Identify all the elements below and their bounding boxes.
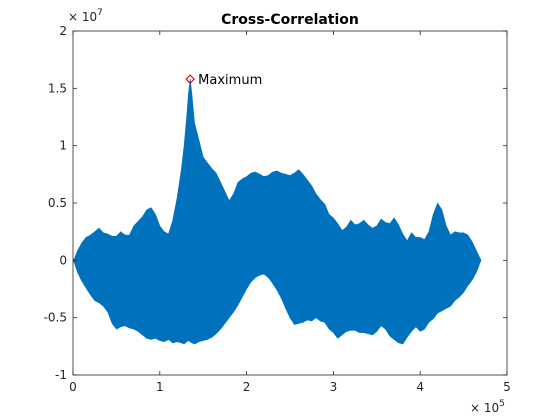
y-exponent-base: × 10: [68, 10, 97, 24]
x-tick-label: 2: [243, 380, 251, 394]
correlation-envelope: [72, 79, 482, 345]
x-tick-label: 3: [330, 380, 338, 394]
y-axis-exponent: × 107: [68, 8, 103, 24]
y-tick-label: -0.5: [44, 311, 67, 325]
x-tick-label: 0: [69, 380, 77, 394]
x-axis-exponent: × 105: [470, 399, 505, 415]
maximum-label: Maximum: [198, 73, 262, 88]
y-tick-label: 2: [59, 24, 67, 38]
y-tick-label: 0.5: [48, 196, 67, 210]
plot-area: [72, 79, 482, 345]
x-exponent-base: × 10: [470, 401, 499, 415]
axis-ticks: 0 1 2 3 4 5 -1 -0.5 0 0.5 1 1.5 2: [44, 24, 511, 394]
y-tick-label: 1: [59, 139, 67, 153]
x-tick-label: 4: [416, 380, 424, 394]
x-exponent-power: 5: [499, 399, 505, 409]
y-tick-label: -1: [55, 368, 67, 382]
x-tick-label: 5: [503, 380, 511, 394]
y-exponent-power: 7: [97, 8, 103, 18]
maximum-marker: [185, 74, 195, 84]
y-tick-label: 1.5: [48, 81, 67, 95]
y-tick-label: 0: [59, 253, 67, 267]
chart-title: Cross-Correlation: [221, 12, 359, 28]
x-tick-label: 1: [156, 380, 164, 394]
annotation-layer: Maximum: [185, 73, 262, 88]
